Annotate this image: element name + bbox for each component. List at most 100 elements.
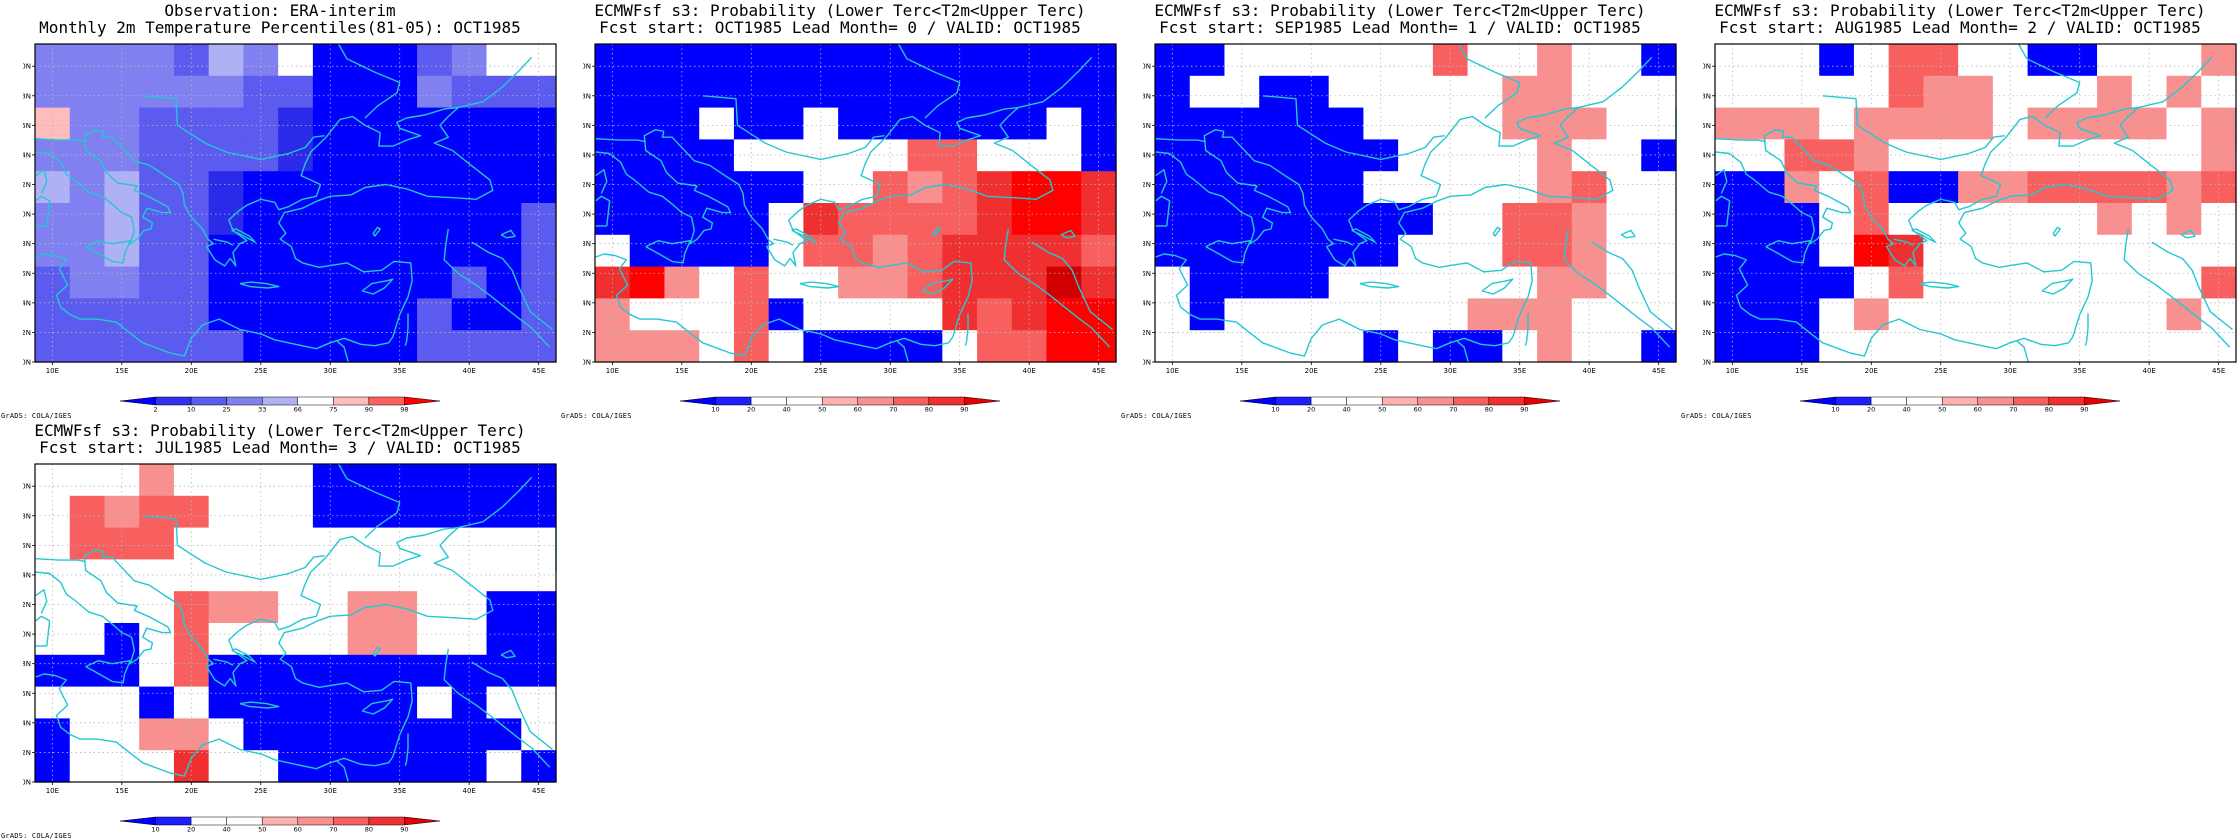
- grid-cell: [699, 266, 735, 299]
- grid-cell: [69, 591, 106, 624]
- grid-cell: [1958, 234, 1994, 268]
- grid-cell: [1606, 75, 1642, 109]
- grid-cell: [2201, 203, 2237, 236]
- coastline: [239, 701, 280, 709]
- grid-cell: [1606, 44, 1642, 77]
- grid-cell: [69, 495, 106, 529]
- grid-cell: [521, 171, 557, 204]
- coastline: [897, 43, 961, 119]
- grid-cell: [942, 203, 978, 236]
- plot-frame: [34, 43, 557, 363]
- grid-cell: [2097, 139, 2133, 172]
- grid-cell: [1011, 203, 1048, 236]
- grid-cell: [69, 623, 106, 656]
- grid-cell: [521, 203, 557, 236]
- grid-cell: [69, 75, 106, 109]
- lon-tick-label: 10E: [606, 367, 619, 375]
- colorbar-label: 98: [400, 406, 408, 413]
- grid-cell: [417, 266, 453, 299]
- colorbar-label: 90: [400, 826, 408, 833]
- lon-tick-label: 25E: [1374, 367, 1387, 375]
- lat-tick-label: 36N: [23, 690, 31, 698]
- grid-cell: [768, 139, 804, 172]
- grid-cell: [1819, 75, 1855, 109]
- grid-cell: [1189, 44, 1226, 77]
- colorbar-label: 2: [153, 406, 157, 413]
- lat-tick-label: 36N: [1143, 270, 1151, 278]
- colorbar-label: 90: [365, 406, 373, 413]
- colorbar-label: 66: [294, 406, 302, 413]
- coastline: [1205, 240, 1251, 264]
- grid-cell: [2027, 298, 2063, 331]
- grid-cell: [1537, 139, 1573, 172]
- grid-cell: [312, 171, 349, 204]
- lon-tick-label: 15E: [115, 367, 128, 375]
- coastline: [1911, 228, 1936, 243]
- grid-cell: [1819, 107, 1855, 140]
- grid-cell: [977, 330, 1013, 363]
- grid-cell: [2131, 203, 2168, 236]
- grid-cell: [1293, 171, 1330, 204]
- lon-tick-label: 45E: [532, 787, 545, 795]
- grid-cell: [2166, 44, 2202, 77]
- grads-credit: GrADS: COLA/IGES: [1, 832, 72, 840]
- grid-cell: [486, 107, 522, 140]
- grid-cell: [278, 44, 314, 77]
- coastline: [336, 760, 349, 783]
- lat-tick-label: 44N: [23, 151, 31, 159]
- lon-tick-label: 30E: [324, 787, 337, 795]
- grid-cell: [2166, 330, 2202, 363]
- grid-cell: [2027, 75, 2063, 109]
- grid-cell: [486, 527, 522, 560]
- lat-tick-label: 42N: [1703, 181, 1711, 189]
- grid-cell: [838, 234, 874, 268]
- grid-cell: [69, 44, 106, 77]
- grid-cell: [1328, 107, 1364, 140]
- grid-cell: [768, 171, 804, 204]
- colorbar-swatch: [261, 396, 299, 406]
- lon-tick-label: 35E: [953, 367, 966, 375]
- lon-tick-label: 40E: [1022, 367, 1035, 375]
- coastline: [35, 589, 48, 614]
- grid-cell: [1189, 234, 1226, 268]
- grid-cell: [629, 298, 666, 331]
- grid-cell: [1046, 107, 1082, 140]
- grid-cell: [347, 107, 383, 140]
- grid-cell: [2027, 44, 2063, 77]
- coastline: [142, 95, 325, 161]
- grid-cell: [347, 203, 383, 236]
- colorbar-swatch: [1488, 396, 1525, 406]
- colorbar-swatch: [368, 816, 405, 826]
- grid-cell: [139, 171, 175, 204]
- grid-cell: [1398, 75, 1434, 109]
- grid-cell: [1259, 107, 1295, 140]
- grid-cell: [768, 298, 804, 331]
- colorbar-swatch: [190, 816, 227, 826]
- grid-cell: [1259, 44, 1295, 77]
- lat-tick-label: 30N: [583, 359, 591, 367]
- colorbar-label: 20: [1867, 406, 1875, 413]
- lat-tick-label: 30N: [23, 779, 31, 787]
- coastline: [1456, 340, 1469, 363]
- grid-cell: [278, 298, 314, 331]
- grid-cell: [417, 298, 453, 331]
- grid-cell: [1537, 171, 1573, 204]
- grid-cell: [486, 234, 522, 268]
- grid-cell: [838, 75, 874, 109]
- coastline: [1155, 169, 1168, 194]
- grid-cell: [1749, 139, 1786, 172]
- coastline: [1031, 241, 1113, 331]
- grid-cell: [486, 686, 522, 719]
- grid-cell: [1537, 330, 1573, 363]
- grid-cell: [595, 171, 631, 204]
- coastline: [1492, 226, 1501, 237]
- lon-tick-label: 10E: [46, 367, 59, 375]
- grid-cell: [1328, 44, 1364, 77]
- grid-cell: [35, 203, 71, 236]
- lat-tick-label: 46N: [23, 542, 31, 550]
- coastline: [361, 278, 394, 295]
- grid-cell: [1046, 298, 1082, 331]
- colorbar-label: 90: [1520, 406, 1528, 413]
- lat-tick-label: 32N: [1143, 329, 1151, 337]
- grid-cell: [347, 139, 383, 172]
